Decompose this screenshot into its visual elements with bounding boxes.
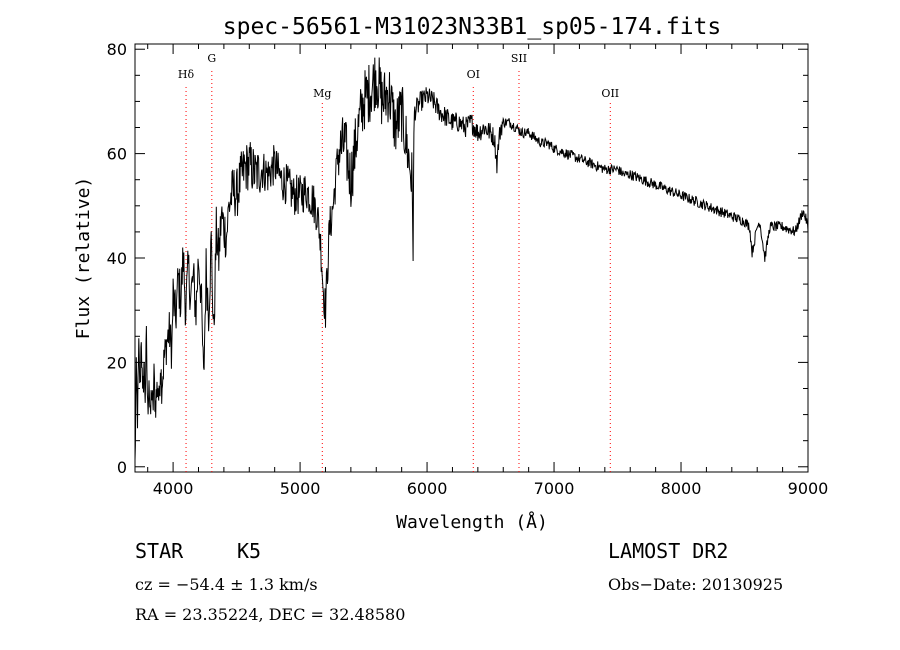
redshift-text: cz = −54.4 ± 1.3 km/s bbox=[135, 575, 318, 594]
plot-area bbox=[134, 43, 809, 473]
spectrum-series-line bbox=[134, 57, 809, 461]
survey-label: LAMOST DR2 bbox=[608, 539, 728, 563]
y-tick-label: 80 bbox=[107, 40, 127, 59]
object-subclass: K5 bbox=[237, 539, 261, 563]
line-marker-label: OI bbox=[467, 68, 480, 81]
chart-title: spec-56561-M31023N33B1_sp05-174.fits bbox=[223, 14, 722, 40]
line-marker-label: Hδ bbox=[178, 68, 195, 81]
x-axis-label: Wavelength (Å) bbox=[396, 511, 548, 533]
object-class: STAR bbox=[135, 539, 184, 563]
x-tick-label: 7000 bbox=[534, 479, 575, 498]
line-marker-label: G bbox=[207, 52, 216, 65]
y-axis-label: Flux (relative) bbox=[73, 177, 94, 340]
y-tick-label: 20 bbox=[107, 353, 127, 372]
y-axis-ticks: 0 20 40 60 80 bbox=[107, 40, 808, 477]
y-tick-label: 40 bbox=[107, 249, 127, 268]
line-marker-label: OII bbox=[601, 87, 619, 100]
x-axis-ticks: 4000 5000 6000 7000 8000 9000 bbox=[147, 44, 829, 498]
line-marker-label: SII bbox=[511, 52, 527, 65]
y-tick-label: 0 bbox=[117, 458, 127, 477]
line-marker-label: Mg bbox=[313, 87, 331, 100]
x-tick-label: 4000 bbox=[153, 479, 194, 498]
x-tick-label: 6000 bbox=[407, 479, 448, 498]
coordinates-text: RA = 23.35224, DEC = 32.48580 bbox=[135, 605, 405, 624]
x-tick-label: 9000 bbox=[788, 479, 829, 498]
obs-date-text: Obs−Date: 20130925 bbox=[608, 575, 783, 594]
x-tick-label: 8000 bbox=[661, 479, 702, 498]
x-tick-label: 5000 bbox=[280, 479, 321, 498]
y-tick-label: 60 bbox=[107, 145, 127, 164]
spectral-line-markers: Hδ G Mg OI SII OII bbox=[178, 52, 619, 472]
